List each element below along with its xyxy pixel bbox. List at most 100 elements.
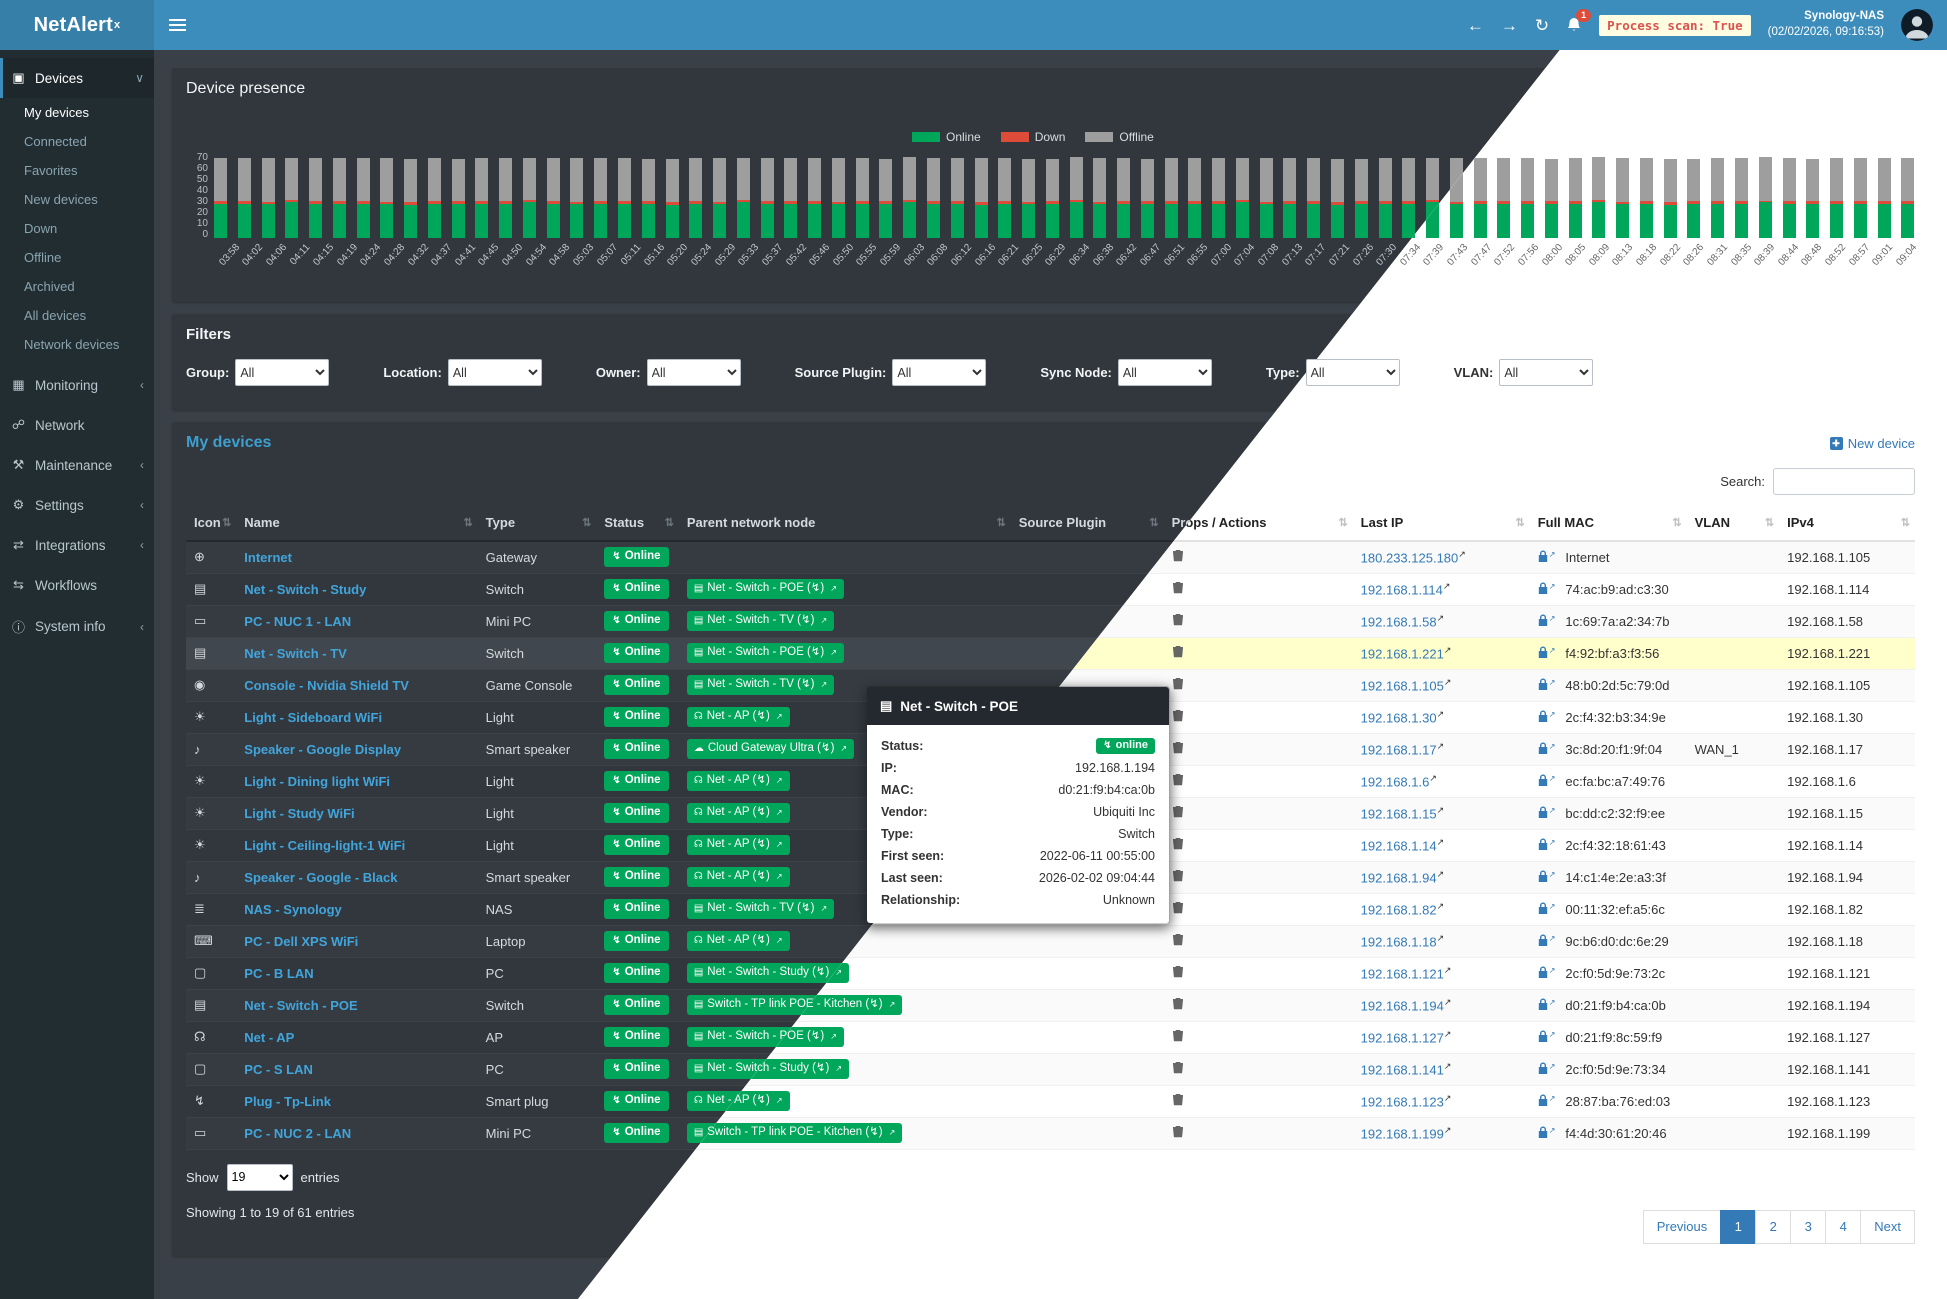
lock-icon[interactable]: ↗ bbox=[1538, 870, 1555, 882]
table-row[interactable]: ▭ PC - NUC 2 - LAN Mini PC ↯Online ▤Swit… bbox=[578, 1117, 1915, 1150]
lock-icon[interactable]: ↗ bbox=[1538, 1062, 1555, 1074]
delete-device-button[interactable] bbox=[1172, 581, 1184, 594]
sidebar-item-network[interactable]: ☍Network bbox=[11, 417, 85, 433]
delete-device-button[interactable] bbox=[1172, 741, 1184, 754]
parent-node-button[interactable]: ☊Net - AP (↯)↗ bbox=[686, 835, 790, 855]
sidebar-item-offline[interactable]: Offline bbox=[24, 250, 62, 265]
delete-device-button[interactable] bbox=[1172, 869, 1184, 882]
column-header-name[interactable]: Name⇅ bbox=[236, 505, 478, 542]
filter-select-owner[interactable]: All bbox=[646, 359, 741, 386]
sidebar-item-archived[interactable]: Archived bbox=[24, 279, 75, 294]
parent-node-button[interactable]: ▤Switch - TP link POE - Kitchen (↯)↗ bbox=[686, 1123, 903, 1143]
last-ip-link[interactable]: 192.168.1.17 bbox=[1360, 742, 1437, 758]
sidebar-item-workflows[interactable]: ⇆Workflows bbox=[0, 565, 154, 605]
delete-device-button[interactable] bbox=[1172, 1029, 1184, 1042]
column-header-type[interactable]: Type⇅ bbox=[477, 505, 597, 542]
lock-icon[interactable]: ↗ bbox=[1538, 902, 1555, 914]
device-name-link[interactable]: Light - Dining light WiFi bbox=[244, 773, 391, 789]
lock-icon[interactable]: ↗ bbox=[1538, 710, 1555, 722]
delete-device-button[interactable] bbox=[1172, 677, 1184, 690]
last-ip-link[interactable]: 192.168.1.141 bbox=[1360, 1062, 1444, 1078]
parent-node-button[interactable]: ▤Net - Switch - POE (↯)↗ bbox=[686, 579, 844, 599]
sidebar-item-settings[interactable]: ⚙Settings‹ bbox=[0, 485, 154, 525]
parent-node-button[interactable]: ▤Net - Switch - POE (↯)↗ bbox=[686, 643, 844, 663]
parent-node-button[interactable]: ☊Net - AP (↯)↗ bbox=[686, 867, 790, 887]
device-name-link[interactable]: Plug - Tp-Link bbox=[244, 1093, 331, 1109]
notifications-bell-icon[interactable]: 1 bbox=[1566, 9, 1592, 33]
parent-node-button[interactable]: ☊Net - AP (↯)↗ bbox=[686, 931, 790, 951]
lock-icon[interactable]: ↗ bbox=[1538, 1030, 1555, 1042]
pagination-page-2[interactable]: 2 bbox=[1755, 1209, 1792, 1244]
lock-icon[interactable]: ↗ bbox=[1538, 678, 1555, 690]
last-ip-link[interactable]: 192.168.1.6 bbox=[1360, 774, 1430, 790]
filter-select-sync-node[interactable]: All bbox=[1117, 359, 1212, 386]
parent-node-button[interactable]: ☊Net - AP (↯)↗ bbox=[686, 707, 790, 727]
pagination-page-4[interactable]: 4 bbox=[1825, 1209, 1862, 1244]
column-header-parent[interactable]: Parent network node⇅ bbox=[678, 505, 1011, 542]
lock-icon[interactable]: ↗ bbox=[1538, 806, 1555, 818]
lock-icon[interactable]: ↗ bbox=[1538, 966, 1555, 978]
lock-icon[interactable]: ↗ bbox=[1538, 1126, 1555, 1138]
pagination-next[interactable]: Next bbox=[1860, 1209, 1915, 1244]
last-ip-link[interactable]: 192.168.1.15 bbox=[1360, 806, 1437, 822]
parent-node-button[interactable]: ▤Net - Switch - Study (↯)↗ bbox=[686, 963, 850, 983]
sidebar-item-favorites[interactable]: Favorites bbox=[24, 163, 78, 178]
search-input[interactable] bbox=[1773, 468, 1915, 495]
lock-icon[interactable]: ↗ bbox=[1538, 614, 1555, 626]
sidebar-item-network-devices[interactable]: Network devices bbox=[24, 337, 120, 352]
delete-device-button[interactable] bbox=[1172, 613, 1184, 626]
delete-device-button[interactable] bbox=[1172, 933, 1184, 946]
delete-device-button[interactable] bbox=[1172, 549, 1184, 562]
device-name-link[interactable]: PC - Dell XPS WiFi bbox=[244, 933, 359, 949]
device-name-link[interactable]: Net - Switch - Study bbox=[244, 581, 367, 597]
delete-device-button[interactable] bbox=[1172, 901, 1184, 914]
lock-icon[interactable]: ↗ bbox=[1538, 742, 1555, 754]
last-ip-link[interactable]: 192.168.1.105 bbox=[1360, 678, 1444, 694]
device-name-link[interactable]: NAS - Synology bbox=[244, 901, 342, 917]
filter-select-location[interactable]: All bbox=[447, 359, 542, 386]
device-name-link[interactable]: PC - S LAN bbox=[244, 1061, 313, 1077]
lock-icon[interactable]: ↗ bbox=[1538, 998, 1555, 1010]
filter-select-source-plugin[interactable]: All bbox=[892, 359, 987, 386]
last-ip-link[interactable]: 192.168.1.30 bbox=[1360, 710, 1437, 726]
filter-select-group[interactable]: All bbox=[235, 359, 330, 386]
column-header-props[interactable]: Props / Actions⇅ bbox=[1163, 505, 1353, 542]
sidebar-item-connected[interactable]: Connected bbox=[24, 134, 87, 149]
device-name-link[interactable]: Light - Sideboard WiFi bbox=[244, 709, 383, 725]
delete-device-button[interactable] bbox=[1172, 773, 1184, 786]
column-header-lastip[interactable]: Last IP⇅ bbox=[1352, 505, 1530, 542]
last-ip-link[interactable]: 192.168.1.199 bbox=[1360, 1126, 1444, 1142]
page-size-select[interactable]: 19 bbox=[226, 1163, 293, 1191]
filter-select-type[interactable]: All bbox=[1305, 359, 1400, 386]
lock-icon[interactable]: ↗ bbox=[1538, 582, 1555, 594]
device-name-link[interactable]: Speaker - Google Display bbox=[244, 741, 402, 757]
parent-node-button[interactable]: ☊Net - AP (↯)↗ bbox=[686, 803, 790, 823]
column-header-ipv4[interactable]: IPv4⇅ bbox=[1779, 505, 1915, 542]
sidebar-item-my-devices[interactable]: My devices bbox=[24, 105, 90, 120]
column-header-status[interactable]: Status⇅ bbox=[596, 505, 679, 542]
delete-device-button[interactable] bbox=[1172, 645, 1184, 658]
lock-icon[interactable]: ↗ bbox=[1538, 1094, 1555, 1106]
refresh-icon[interactable]: ↻ bbox=[1534, 15, 1550, 35]
last-ip-link[interactable]: 192.168.1.58 bbox=[1360, 614, 1437, 630]
column-header-icon[interactable]: Icon⇅ bbox=[186, 505, 237, 542]
last-ip-link[interactable]: 192.168.1.123 bbox=[1360, 1094, 1444, 1110]
last-ip-link[interactable]: 192.168.1.194 bbox=[1360, 998, 1444, 1014]
parent-node-button[interactable]: ☁Cloud Gateway Ultra (↯)↗ bbox=[686, 739, 855, 759]
last-ip-link[interactable]: 192.168.1.121 bbox=[1360, 966, 1444, 982]
delete-device-button[interactable] bbox=[1172, 837, 1184, 850]
last-ip-link[interactable]: 192.168.1.14 bbox=[1360, 838, 1437, 854]
sidebar-item-maintenance[interactable]: ⚒Maintenance‹ bbox=[0, 445, 154, 485]
lock-icon[interactable]: ↗ bbox=[1538, 774, 1555, 786]
device-name-link[interactable]: Net - AP bbox=[244, 1029, 295, 1045]
lock-icon[interactable]: ↗ bbox=[1538, 646, 1555, 658]
legend-item-down[interactable]: Down bbox=[1000, 130, 1065, 144]
sidebar-item-devices[interactable]: ▣Devices∨ bbox=[0, 58, 154, 98]
delete-device-button[interactable] bbox=[1172, 1061, 1184, 1074]
pagination-page-3[interactable]: 3 bbox=[1790, 1209, 1827, 1244]
sidebar-item-integrations[interactable]: ⇄Integrations‹ bbox=[0, 525, 154, 565]
pagination-previous[interactable]: Previous bbox=[1642, 1209, 1722, 1244]
sidebar-item-all-devices[interactable]: All devices bbox=[24, 308, 87, 323]
